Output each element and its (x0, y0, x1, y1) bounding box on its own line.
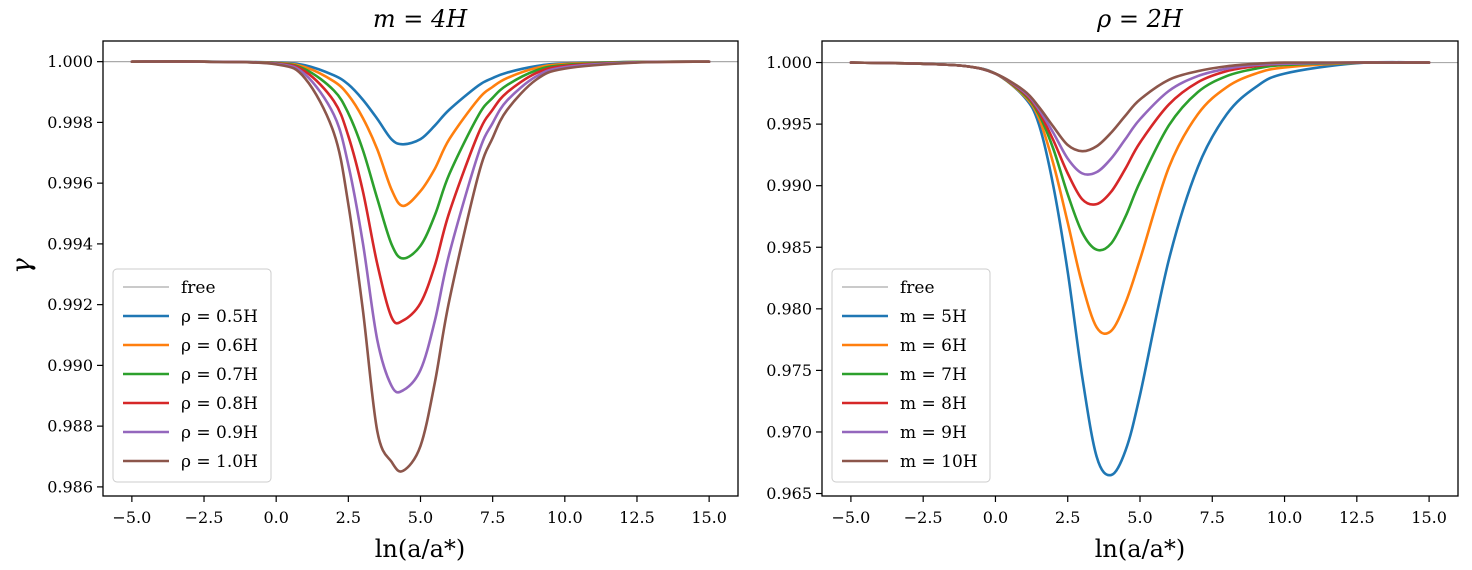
legend-label: m = 7H (900, 365, 967, 385)
x-tick-label: 12.5 (1339, 508, 1375, 527)
x-tick-label: −5.0 (831, 508, 870, 527)
series-line-5 (849, 61, 1431, 176)
x-axis-label: ln(a/a*) (1095, 535, 1186, 563)
plot-area: −5.0 −2.5 0.0 2.5 5.0 7.5 10.0 12.5 15.0 0.986 0.9… (47, 40, 739, 527)
legend-box (112, 268, 272, 483)
y-tick-label: 0.995 (766, 115, 812, 134)
y-tick-label: 0.990 (47, 356, 93, 375)
series-line-4 (130, 60, 711, 325)
x-tick-label: 7.5 (480, 508, 505, 527)
series-line-2 (130, 60, 711, 208)
series-line-3 (130, 60, 711, 260)
x-tick-label: 0.0 (263, 508, 288, 527)
y-tick-label: 1.000 (47, 52, 93, 71)
y-tick-label: 0.965 (766, 484, 812, 503)
legend-label: free (900, 278, 935, 298)
y-axis-label: γ (7, 258, 37, 274)
y-tick-label: 0.985 (766, 238, 812, 257)
x-tick-label: −2.5 (185, 508, 224, 527)
y-tick-label: 0.992 (47, 295, 93, 314)
x-tick-label: 2.5 (336, 508, 361, 527)
y-tick-label: 0.988 (47, 417, 93, 436)
chart-title: m = 4H (373, 5, 468, 33)
x-tick-label: 0.0 (983, 508, 1008, 527)
x-tick-label: 10.0 (1267, 508, 1303, 527)
x-tick-label: 7.5 (1200, 508, 1225, 527)
legend-label: ρ = 0.8H (181, 394, 258, 414)
legend-label: free (181, 278, 216, 298)
x-tick-label: 12.5 (619, 508, 655, 527)
x-tick-label: −2.5 (904, 508, 943, 527)
legend-label: m = 10H (900, 452, 978, 472)
x-tick-label: 5.0 (1127, 508, 1152, 527)
x-tick-label: 5.0 (408, 508, 433, 527)
legend-label: m = 6H (900, 336, 967, 356)
y-tick-label: 0.970 (766, 422, 812, 441)
plot-area: −5.0 −2.5 0.0 2.5 5.0 7.5 10.0 12.5 15.0 0.965 0.9… (766, 40, 1459, 527)
x-axis-label: ln(a/a*) (375, 535, 466, 563)
y-tick-label: 0.994 (47, 234, 93, 253)
legend-label: ρ = 0.6H (181, 336, 258, 356)
legend-label: m = 8H (900, 394, 967, 414)
y-tick-label: 0.975 (766, 361, 812, 380)
x-tick-label: 2.5 (1055, 508, 1080, 527)
legend-label: ρ = 0.7H (181, 365, 258, 385)
x-tick-label: −5.0 (112, 508, 151, 527)
series-line-5 (130, 60, 711, 394)
y-tick-label: 0.990 (766, 176, 812, 195)
series-line-6 (130, 60, 711, 473)
y-tick-label: 0.998 (47, 113, 93, 132)
chart-title: ρ = 2H (1096, 5, 1184, 33)
legend-label: ρ = 0.9H (181, 423, 258, 443)
y-tick-label: 1.000 (766, 53, 812, 72)
y-tick-label: 0.980 (766, 299, 812, 318)
chart-panel-right: ρ = 2H ln(a/a*) −5.0 −2.5 0.0 2.5 5.0 7.5 10.0… (766, 5, 1459, 563)
legend-label: ρ = 1.0H (181, 452, 258, 472)
x-tick-label: 15.0 (1411, 508, 1447, 527)
series-line-3 (849, 61, 1431, 252)
series-line-1 (130, 60, 711, 146)
legend-label: ρ = 0.5H (181, 307, 258, 327)
legend-label: m = 5H (900, 307, 967, 327)
series-line-6 (849, 61, 1431, 153)
y-tick-label: 0.986 (47, 477, 93, 496)
y-tick-label: 0.996 (47, 174, 93, 193)
legend-label: m = 9H (900, 423, 967, 443)
x-tick-label: 10.0 (547, 508, 583, 527)
x-tick-label: 15.0 (691, 508, 727, 527)
chart-panel-left: m = 4H γ ln(a/a*) −5.0 −2.5 0.0 2.5 5.0 7.5 10… (7, 5, 739, 563)
legend-box (831, 268, 991, 483)
